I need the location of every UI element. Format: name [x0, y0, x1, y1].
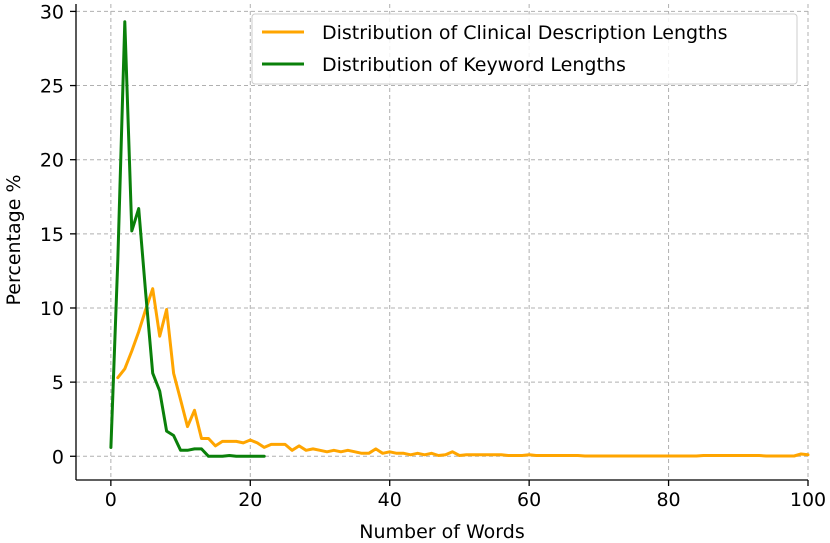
- legend-label-clinical: Distribution of Clinical Description Len…: [322, 22, 727, 44]
- x-tick-label-4: 80: [656, 489, 680, 511]
- legend-label-keyword: Distribution of Keyword Lengths: [322, 54, 626, 76]
- x-tick-label-1: 20: [238, 489, 262, 511]
- x-axis-title: Number of Words: [359, 521, 524, 543]
- y-tick-label-3: 15: [40, 224, 64, 246]
- y-tick-label-1: 5: [52, 372, 64, 394]
- y-axis-title: Percentage %: [3, 175, 25, 306]
- y-tick-label-2: 10: [40, 298, 64, 320]
- y-tick-label-4: 20: [40, 150, 64, 172]
- series-line-clinical-description: [116, 287, 810, 458]
- legend-box: [251, 13, 798, 85]
- x-tick-label-5: 100: [790, 489, 826, 511]
- x-tick-label-2: 40: [378, 489, 402, 511]
- axes: 0 20 40 60 80 100 0 5 10 15 20 25 30: [40, 1, 826, 511]
- x-tick-label-0: 0: [105, 489, 117, 511]
- y-tick-label-0: 0: [52, 446, 64, 468]
- x-tick-label-3: 60: [517, 489, 541, 511]
- y-tick-label-6: 30: [40, 1, 64, 23]
- legend: Distribution of Clinical Description Len…: [251, 13, 798, 85]
- series-line-keyword: [109, 20, 266, 458]
- series-lines: [109, 20, 810, 458]
- y-tick-label-5: 25: [40, 76, 64, 98]
